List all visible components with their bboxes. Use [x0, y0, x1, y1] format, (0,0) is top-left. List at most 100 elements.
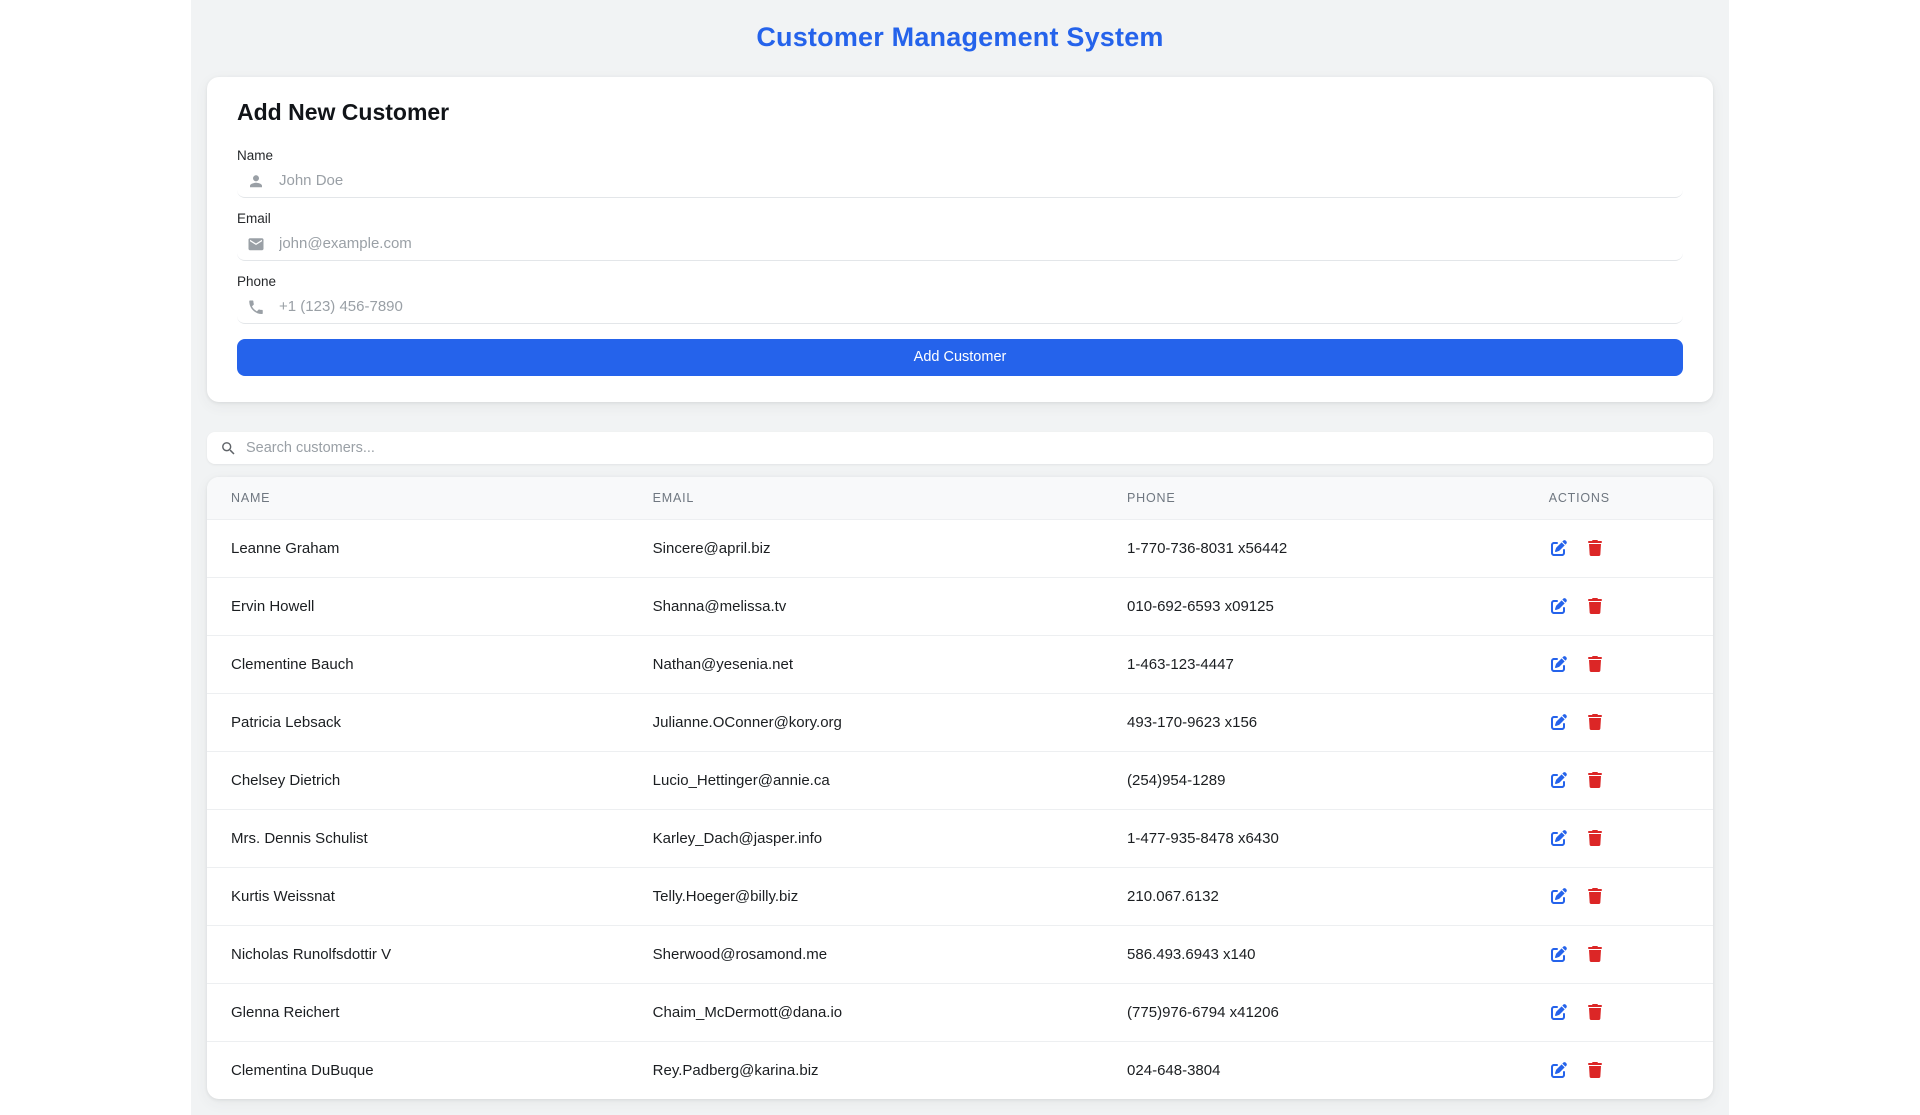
customer-email-cell: Rey.Padberg@karina.biz — [629, 1042, 1103, 1100]
edit-button[interactable] — [1549, 596, 1569, 616]
customer-email-cell: Nathan@yesenia.net — [629, 636, 1103, 694]
customer-actions-cell — [1525, 868, 1713, 926]
table-row: Leanne Graham Sincere@april.biz 1-770-73… — [207, 520, 1713, 578]
phone-field-group: Phone — [237, 274, 1683, 324]
table-row: Clementina DuBuque Rey.Padberg@karina.bi… — [207, 1042, 1713, 1100]
trash-icon — [1587, 540, 1603, 556]
delete-button[interactable] — [1585, 1060, 1605, 1080]
delete-button[interactable] — [1585, 538, 1605, 558]
column-header-actions: Actions — [1525, 477, 1713, 520]
edit-icon — [1551, 656, 1567, 672]
customer-actions-cell — [1525, 520, 1713, 578]
table-row: Kurtis Weissnat Telly.Hoeger@billy.biz 2… — [207, 868, 1713, 926]
customer-actions-cell — [1525, 926, 1713, 984]
customer-actions-cell — [1525, 1042, 1713, 1100]
column-header-name: Name — [207, 477, 629, 520]
customer-actions-cell — [1525, 984, 1713, 1042]
phone-input[interactable] — [237, 292, 1683, 324]
email-input[interactable] — [237, 229, 1683, 261]
customer-phone-cell: 1-477-935-8478 x6430 — [1103, 810, 1525, 868]
edit-button[interactable] — [1549, 538, 1569, 558]
customer-phone-cell: 1-463-123-4447 — [1103, 636, 1525, 694]
customer-name-cell: Patricia Lebsack — [207, 694, 629, 752]
edit-icon — [1551, 946, 1567, 962]
name-field-group: Name — [237, 148, 1683, 198]
edit-icon — [1551, 1062, 1567, 1078]
edit-button[interactable] — [1549, 944, 1569, 964]
edit-button[interactable] — [1549, 1060, 1569, 1080]
search-bar — [207, 432, 1713, 464]
delete-button[interactable] — [1585, 1002, 1605, 1022]
customer-name-cell: Kurtis Weissnat — [207, 868, 629, 926]
delete-button[interactable] — [1585, 944, 1605, 964]
add-customer-button[interactable]: Add Customer — [237, 339, 1683, 376]
table-row: Nicholas Runolfsdottir V Sherwood@rosamo… — [207, 926, 1713, 984]
table-header: Name Email Phone Actions — [207, 477, 1713, 520]
trash-icon — [1587, 598, 1603, 614]
edit-button[interactable] — [1549, 712, 1569, 732]
customer-actions-cell — [1525, 752, 1713, 810]
email-label: Email — [237, 211, 1683, 226]
customer-name-cell: Ervin Howell — [207, 578, 629, 636]
delete-button[interactable] — [1585, 712, 1605, 732]
customer-name-cell: Clementina DuBuque — [207, 1042, 629, 1100]
customer-name-cell: Leanne Graham — [207, 520, 629, 578]
column-header-phone: Phone — [1103, 477, 1525, 520]
customer-email-cell: Telly.Hoeger@billy.biz — [629, 868, 1103, 926]
customer-email-cell: Julianne.OConner@kory.org — [629, 694, 1103, 752]
customer-actions-cell — [1525, 578, 1713, 636]
trash-icon — [1587, 772, 1603, 788]
table-row: Patricia Lebsack Julianne.OConner@kory.o… — [207, 694, 1713, 752]
delete-button[interactable] — [1585, 886, 1605, 906]
add-customer-card: Add New Customer Name Email Phone — [207, 77, 1713, 402]
customer-phone-cell: (254)954-1289 — [1103, 752, 1525, 810]
edit-icon — [1551, 888, 1567, 904]
customer-phone-cell: 493-170-9623 x156 — [1103, 694, 1525, 752]
name-input-wrap — [237, 166, 1683, 198]
customer-phone-cell: 024-648-3804 — [1103, 1042, 1525, 1100]
customer-actions-cell — [1525, 694, 1713, 752]
name-label: Name — [237, 148, 1683, 163]
name-input[interactable] — [237, 166, 1683, 198]
email-field-group: Email — [237, 211, 1683, 261]
customer-name-cell: Chelsey Dietrich — [207, 752, 629, 810]
delete-button[interactable] — [1585, 828, 1605, 848]
trash-icon — [1587, 888, 1603, 904]
delete-button[interactable] — [1585, 770, 1605, 790]
edit-button[interactable] — [1549, 828, 1569, 848]
search-icon — [220, 440, 237, 457]
trash-icon — [1587, 830, 1603, 846]
customer-actions-cell — [1525, 636, 1713, 694]
edit-button[interactable] — [1549, 1002, 1569, 1022]
customer-phone-cell: 1-770-736-8031 x56442 — [1103, 520, 1525, 578]
customer-phone-cell: 010-692-6593 x09125 — [1103, 578, 1525, 636]
page-title: Customer Management System — [207, 22, 1713, 53]
customer-email-cell: Karley_Dach@jasper.info — [629, 810, 1103, 868]
customer-phone-cell: 210.067.6132 — [1103, 868, 1525, 926]
edit-icon — [1551, 772, 1567, 788]
edit-button[interactable] — [1549, 886, 1569, 906]
customers-table-card: Name Email Phone Actions Leanne Graham S… — [207, 477, 1713, 1099]
add-customer-heading: Add New Customer — [237, 99, 1683, 126]
customers-table: Name Email Phone Actions Leanne Graham S… — [207, 477, 1713, 1099]
table-row: Glenna Reichert Chaim_McDermott@dana.io … — [207, 984, 1713, 1042]
edit-button[interactable] — [1549, 770, 1569, 790]
edit-icon — [1551, 540, 1567, 556]
customer-actions-cell — [1525, 810, 1713, 868]
delete-button[interactable] — [1585, 654, 1605, 674]
search-input[interactable] — [246, 437, 1700, 459]
trash-icon — [1587, 1004, 1603, 1020]
trash-icon — [1587, 656, 1603, 672]
edit-icon — [1551, 714, 1567, 730]
edit-icon — [1551, 1004, 1567, 1020]
trash-icon — [1587, 714, 1603, 730]
app-container: Customer Management System Add New Custo… — [191, 0, 1729, 1115]
delete-button[interactable] — [1585, 596, 1605, 616]
customer-email-cell: Sherwood@rosamond.me — [629, 926, 1103, 984]
customer-name-cell: Mrs. Dennis Schulist — [207, 810, 629, 868]
column-header-email: Email — [629, 477, 1103, 520]
edit-button[interactable] — [1549, 654, 1569, 674]
edit-icon — [1551, 830, 1567, 846]
trash-icon — [1587, 946, 1603, 962]
customer-name-cell: Clementine Bauch — [207, 636, 629, 694]
